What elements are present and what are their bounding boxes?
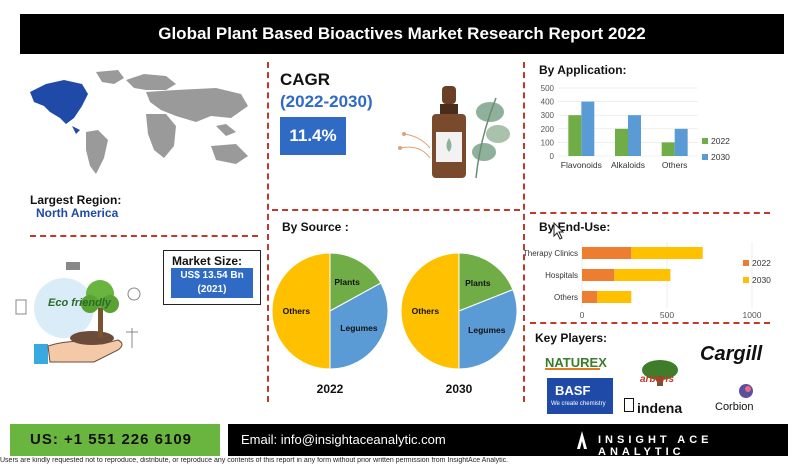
- end-use-category-label: Hospitals: [545, 271, 578, 280]
- divider-horizontal-middle: [272, 209, 520, 211]
- report-title: Global Plant Based Bioactives Market Res…: [20, 14, 784, 54]
- divider-horizontal-left: [30, 235, 258, 237]
- end-use-bar-2030: [597, 291, 631, 303]
- application-bar-2022: [662, 142, 675, 156]
- by-end-use-heading: By End-Use:: [539, 220, 610, 234]
- application-bar-2030: [581, 102, 594, 156]
- pie-slice-label: Legumes: [340, 323, 378, 333]
- divider-vertical-left: [267, 62, 269, 402]
- application-ytick: 400: [541, 98, 555, 107]
- eco-friendly-illustration: Eco friendly: [14, 258, 164, 376]
- end-use-bar-2022: [582, 291, 597, 303]
- key-players-heading: Key Players:: [535, 331, 607, 345]
- divider-horizontal-right: [530, 212, 770, 214]
- dropper-bottle-illustration: [380, 78, 520, 184]
- corbion-logo: Corbion: [715, 401, 754, 413]
- application-ytick: 100: [541, 138, 555, 147]
- indena-logo-icon: [624, 398, 634, 412]
- application-bar-2030: [628, 115, 641, 156]
- market-size-label: Market Size:: [172, 254, 242, 268]
- pie-year-label: 2030: [446, 382, 473, 396]
- end-use-xtick: 1000: [743, 310, 762, 320]
- largest-region-value: North America: [36, 206, 118, 220]
- cagr-label: CAGR: [280, 70, 330, 90]
- end-use-xtick: 500: [660, 310, 674, 320]
- pie-slice-label: Others: [283, 306, 311, 316]
- application-bar-2022: [568, 115, 581, 156]
- cagr-value: 11.4%: [280, 117, 346, 155]
- application-ytick: 500: [541, 84, 555, 93]
- end-use-legend-swatch: [743, 277, 749, 283]
- application-bar-chart: 0 100 200 300 400 500 Flavonoids Alkaloids Other…: [530, 80, 780, 180]
- application-bar-2030: [675, 129, 688, 156]
- largest-region-label: Largest Region:: [30, 193, 121, 207]
- divider-vertical-right: [523, 62, 525, 402]
- world-map-icon: [26, 66, 260, 184]
- brand-name: INSIGHT ACE ANALYTIC: [598, 434, 800, 458]
- by-application-heading: By Application:: [539, 63, 627, 77]
- pie-slice-label: Plants: [334, 277, 360, 287]
- cargill-logo: Cargill: [700, 343, 762, 366]
- cagr-years: (2022-2030): [280, 92, 373, 112]
- end-use-bar-2022: [582, 269, 614, 281]
- end-use-bar-2030: [614, 269, 670, 281]
- end-use-xtick: 0: [580, 310, 585, 320]
- pie-slice-label: Legumes: [468, 325, 506, 335]
- application-bar-2022: [615, 129, 628, 156]
- market-size-year: (2021): [171, 283, 253, 297]
- naturex-underline: [545, 368, 600, 370]
- arboris-logo: arboris: [640, 374, 674, 385]
- application-ytick: 300: [541, 111, 555, 120]
- source-pie-charts: Plants Legumes Others 2022 Plants Legumes Othe…: [272, 244, 522, 400]
- application-category-label: Alkaloids: [611, 160, 645, 170]
- application-ytick: 0: [550, 152, 555, 161]
- end-use-category-label: Therapy Clinics: [524, 249, 578, 258]
- application-legend-label: 2030: [711, 152, 730, 162]
- indena-logo: indena: [637, 400, 682, 416]
- insight-ace-logo-icon: [576, 430, 588, 450]
- end-use-bar-2030: [631, 247, 702, 259]
- footer-phone[interactable]: US: +1 551 226 6109: [10, 424, 220, 456]
- application-category-label: Flavonoids: [561, 160, 602, 170]
- corbion-logo-icon: [738, 383, 754, 399]
- basf-tagline: We create chemistry: [551, 401, 606, 407]
- end-use-legend-swatch: [743, 260, 749, 266]
- cursor-icon: [552, 222, 566, 240]
- pie-year-label: 2022: [317, 382, 344, 396]
- end-use-bar-2022: [582, 247, 631, 259]
- end-use-category-label: Others: [554, 293, 578, 302]
- pie-slice-label: Plants: [465, 278, 491, 288]
- divider-horizontal-right-2: [530, 322, 770, 324]
- application-legend-label: 2022: [711, 136, 730, 146]
- application-category-label: Others: [662, 160, 688, 170]
- end-use-legend-label: 2030: [752, 275, 771, 285]
- market-size-value: US$ 13.54 Bn (2021): [171, 268, 253, 298]
- application-legend-swatch: [702, 138, 708, 144]
- end-use-legend-label: 2022: [752, 258, 771, 268]
- by-source-heading: By Source :: [282, 220, 349, 234]
- footer-email[interactable]: Email: info@insightaceanalytic.com: [241, 432, 446, 447]
- market-size-amount: US$ 13.54 Bn: [171, 269, 253, 283]
- pie-slice-label: Others: [412, 306, 440, 316]
- application-legend-swatch: [702, 154, 708, 160]
- end-use-bar-chart: 0 500 1000 Therapy Clinics Hospitals Others 20…: [524, 238, 784, 320]
- disclaimer-text: Users are kindly requested not to reprod…: [0, 457, 800, 464]
- eco-friendly-text: Eco friendly: [48, 297, 112, 309]
- application-ytick: 200: [541, 125, 555, 134]
- basf-logo: BASF: [555, 383, 590, 398]
